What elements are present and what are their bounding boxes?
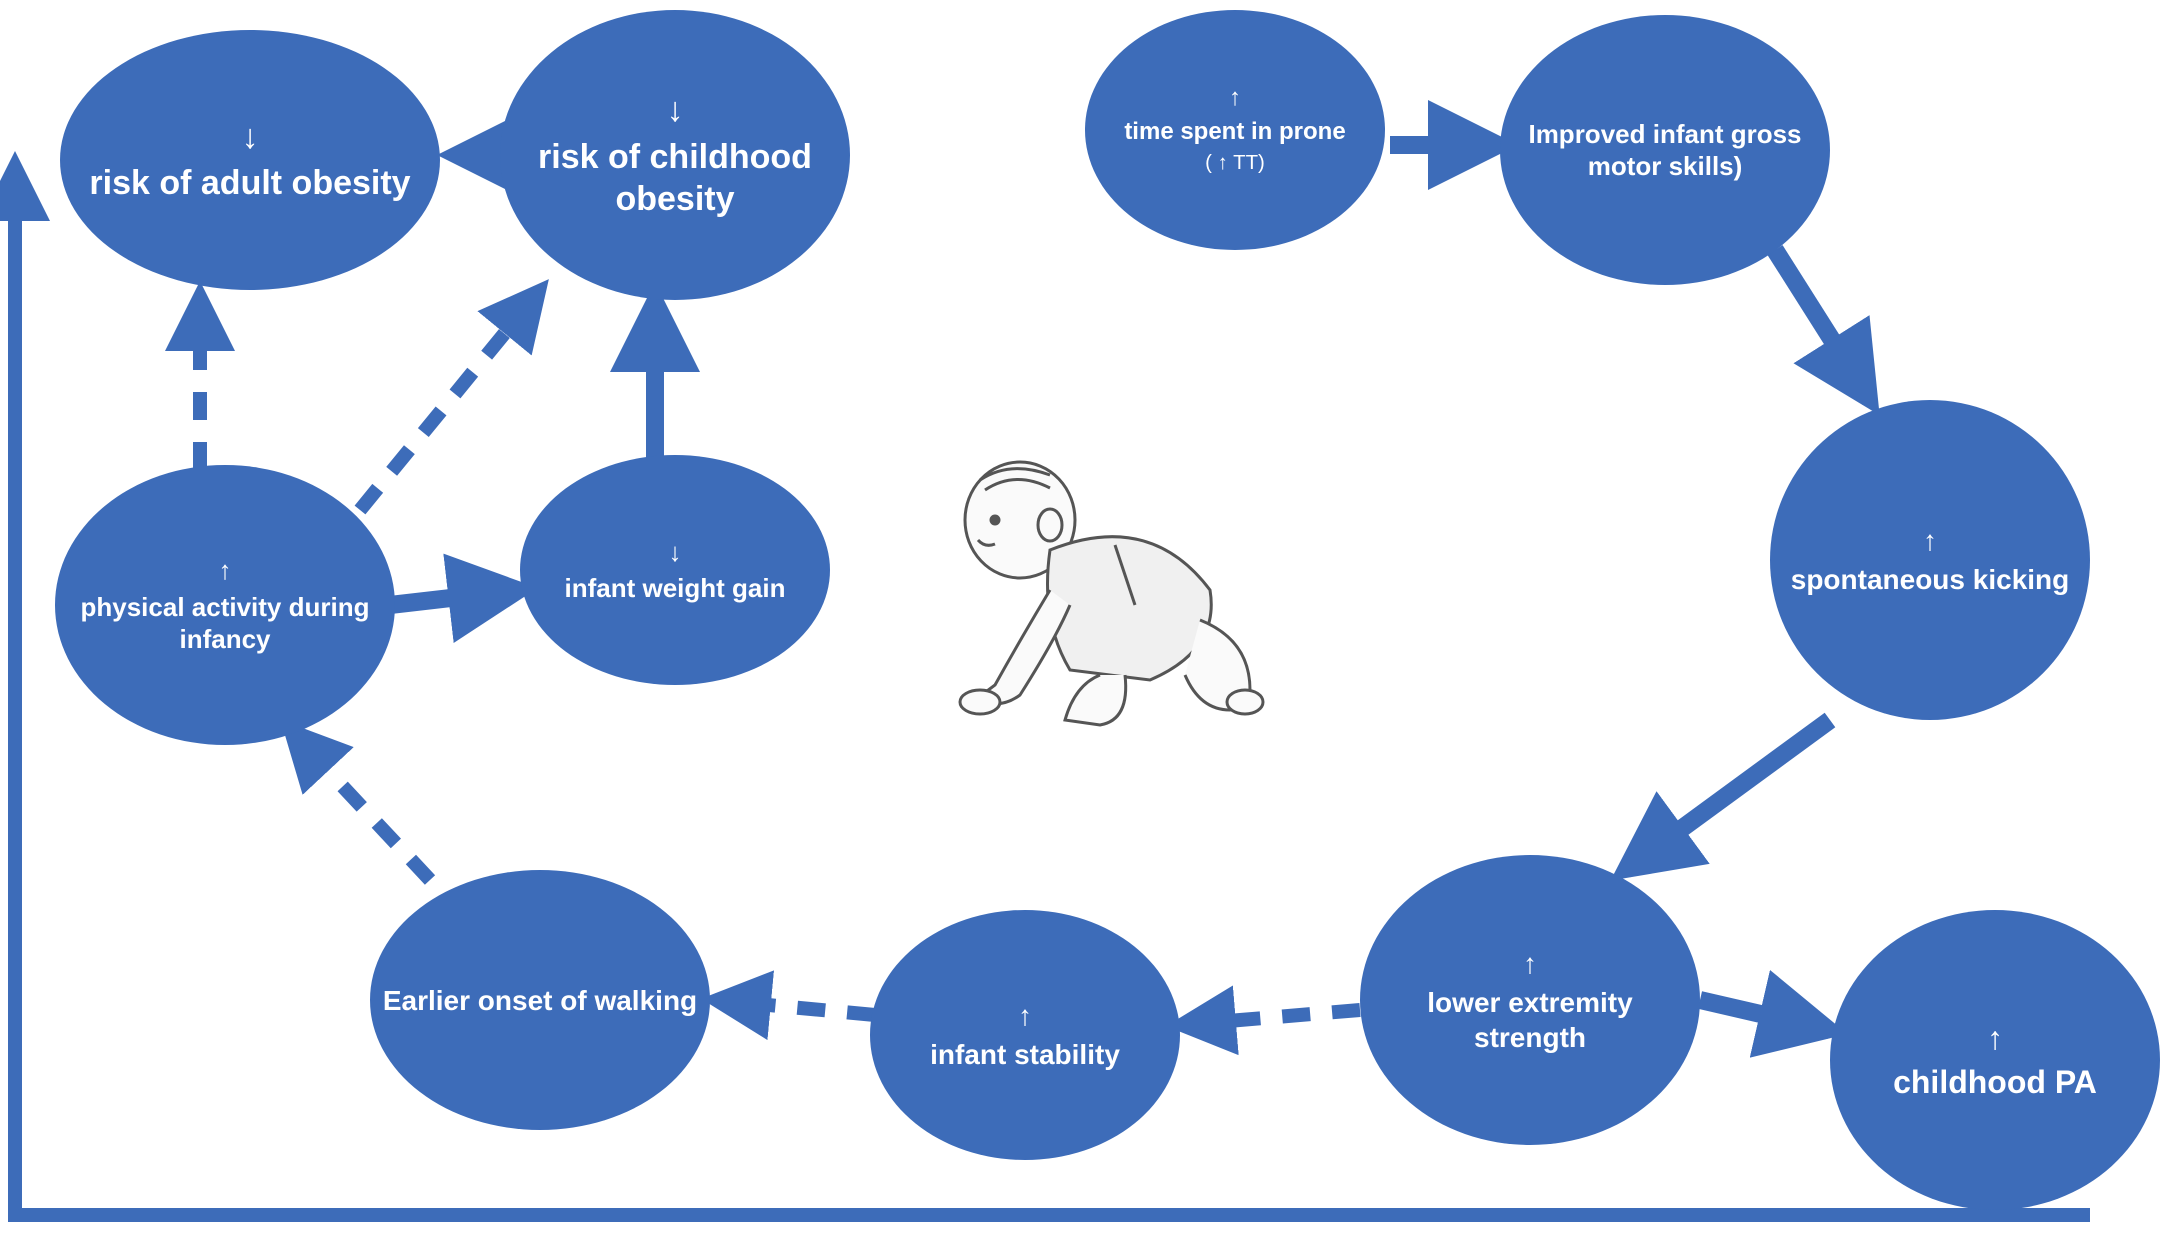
node-label: risk of adult obesity [89, 162, 410, 205]
direction-arrow-icon: ↑ [1523, 946, 1537, 981]
direction-arrow-icon: ↑ [1987, 1018, 2003, 1058]
node-phys_activity: ↑ physical activity during infancy [55, 465, 395, 745]
node-label: infant stability [930, 1037, 1120, 1072]
node-adult_obesity: ↓risk of adult obesity [60, 30, 440, 290]
node-label: lower extremity strength [1370, 985, 1690, 1055]
node-kicking: ↑ spontaneous kicking [1770, 400, 2090, 720]
edge-infant_stability-to-earlier_walk [715, 1000, 875, 1015]
node-motor_skills: Improved infant gross motor skills) [1500, 15, 1830, 285]
edge-lower_ext-to-childhood_pa [1700, 1000, 1830, 1030]
node-label: infant weight gain [565, 572, 786, 605]
edge-motor_skills-to-kicking [1775, 250, 1870, 400]
direction-arrow-icon: ↑ [1229, 83, 1241, 113]
edge-lower_ext-to-infant_stability [1180, 1010, 1360, 1025]
direction-arrow-icon: ↓ [669, 536, 682, 569]
direction-arrow-icon: ↓ [242, 116, 259, 159]
node-child_obesity: ↓risk of childhood obesity [500, 10, 850, 300]
node-sublabel: ( ↑ TT) [1205, 151, 1265, 177]
node-label: Improved infant gross motor skills) [1510, 118, 1820, 183]
node-label: physical activity during infancy [65, 591, 385, 656]
node-weight_gain: ↓infant weight gain [520, 455, 830, 685]
node-label: time spent in prone [1124, 117, 1345, 147]
node-infant_stability: ↑ infant stability [870, 910, 1180, 1160]
node-childhood_pa: ↑childhood PA [1830, 910, 2160, 1210]
node-label: Earlier onset of walking [383, 983, 697, 1018]
node-label: childhood PA [1893, 1062, 2097, 1102]
baby-illustration [900, 440, 1280, 740]
node-label: risk of childhood obesity [510, 136, 840, 221]
direction-arrow-icon: ↑ [1018, 998, 1032, 1033]
direction-arrow-icon: ↑ [219, 554, 232, 587]
node-time_prone: ↑ time spent in prone ( ↑ TT) [1085, 10, 1385, 250]
node-lower_ext: ↑ lower extremity strength [1360, 855, 1700, 1145]
diagram-canvas: ↓risk of adult obesity↓risk of childhood… [0, 0, 2165, 1247]
node-earlier_walk: Earlier onset of walking [370, 870, 710, 1130]
edge-kicking-to-lower_ext [1625, 720, 1830, 870]
direction-arrow-icon: ↑ [1923, 523, 1937, 558]
edge-phys_activity-to-weight_gain [390, 590, 520, 605]
edge-phys_activity-to-child_obesity [360, 290, 540, 510]
direction-arrow-icon: ↓ [667, 89, 684, 132]
edge-earlier_walk-to-phys_activity [290, 730, 430, 880]
node-label: spontaneous kicking [1791, 562, 2070, 597]
